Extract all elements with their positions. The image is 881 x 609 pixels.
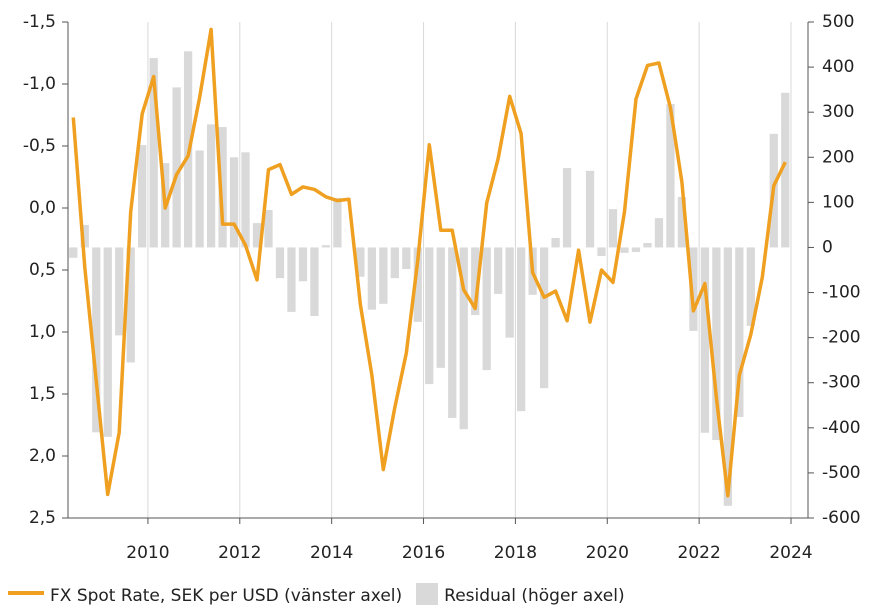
bar [539, 247, 549, 389]
bar [723, 247, 732, 506]
x-tick-label: 2018 [494, 543, 537, 563]
bar [264, 210, 273, 248]
bar [436, 247, 445, 368]
y-tick-label: -1,5 [23, 12, 56, 32]
x-tick-label: 2020 [586, 543, 629, 563]
bar [402, 247, 411, 270]
bar [585, 170, 595, 248]
bar [379, 247, 388, 304]
bar [218, 127, 227, 248]
x-tick-label: 2024 [769, 543, 812, 563]
bar [781, 92, 790, 248]
bar [712, 247, 721, 440]
y-tick-label: 2,0 [29, 446, 56, 466]
bar [746, 247, 755, 326]
bar [321, 245, 331, 248]
bar [643, 242, 652, 248]
bar [206, 124, 216, 248]
legend-label: Residual (höger axel) [444, 586, 625, 606]
page: {"chart_data": { "type": "combo", "x": [… [8, 12, 861, 606]
bar [138, 145, 147, 248]
bar [252, 223, 262, 248]
bar [425, 247, 434, 385]
y-tick-label: 1,0 [29, 322, 56, 342]
bar [471, 247, 480, 316]
bar [172, 87, 181, 248]
y-tick-label: -1,0 [23, 74, 56, 94]
bar [448, 247, 457, 418]
y2-tick-label: -300 [822, 373, 861, 393]
bar [700, 247, 710, 433]
y-tick-label: 0,5 [29, 260, 56, 280]
y2-tick-label: 0 [822, 237, 833, 257]
bar [390, 247, 399, 279]
bar [494, 247, 503, 294]
bar [241, 152, 250, 248]
bar [608, 209, 618, 248]
bar [287, 247, 296, 312]
bar [735, 247, 744, 417]
bar [115, 247, 124, 336]
bar [562, 168, 572, 248]
bar [459, 247, 468, 430]
bar [689, 247, 698, 331]
bar [356, 247, 365, 277]
bar [517, 247, 526, 412]
bar [631, 247, 641, 252]
bar [229, 157, 239, 248]
bar [482, 247, 491, 371]
legend-swatch [8, 591, 44, 595]
bar [505, 247, 514, 338]
x-tick-label: 2022 [678, 543, 721, 563]
bar [367, 247, 376, 310]
x-tick-label: 2016 [402, 543, 445, 563]
y2-tick-label: -500 [822, 463, 861, 483]
bar [654, 218, 664, 248]
chart: 2010 2012 2014 2016 2018 2020 2022 2024 -1,5 -1,0… [23, 12, 861, 563]
bar [69, 247, 78, 258]
bar [275, 247, 285, 279]
bar [551, 237, 560, 248]
bar [310, 247, 319, 316]
bar [298, 247, 308, 282]
bar [677, 196, 687, 248]
y2-tick-label: -100 [822, 283, 861, 303]
bar [333, 197, 342, 248]
legend-label: FX Spot Rate, SEK per USD (vänster axel) [50, 586, 403, 606]
bar [149, 58, 158, 248]
legend-swatch [416, 583, 439, 605]
y2-tick-label: -200 [822, 328, 861, 348]
y2-tick-label: 200 [822, 147, 854, 167]
y2-tick-label: -400 [822, 418, 861, 438]
x-tick-label: 2014 [310, 543, 353, 563]
y-tick-label: 1,5 [29, 384, 56, 404]
bar [103, 247, 112, 437]
y2-tick-label: -600 [822, 508, 861, 528]
y-tick-label: -0,5 [23, 136, 56, 156]
bar [666, 104, 675, 248]
y-tick-label: 0,0 [29, 198, 56, 218]
line [71, 27, 787, 498]
legend: FX Spot Rate, SEK per USD (vänster axel)… [0, 580, 881, 609]
bar [92, 247, 101, 433]
bar [126, 247, 135, 363]
bar [80, 224, 89, 248]
x-tick-label: 2010 [126, 543, 169, 563]
bar [620, 247, 629, 253]
bar [195, 150, 204, 248]
y2-tick-label: 400 [822, 57, 854, 77]
bar [597, 247, 606, 257]
y2-tick-label: 100 [822, 192, 854, 212]
y-tick-label: 2,5 [29, 508, 56, 528]
y2-tick-label: 500 [822, 12, 854, 32]
x-tick-label: 2012 [218, 543, 261, 563]
y2-tick-label: 300 [822, 102, 854, 122]
bar [413, 247, 422, 322]
